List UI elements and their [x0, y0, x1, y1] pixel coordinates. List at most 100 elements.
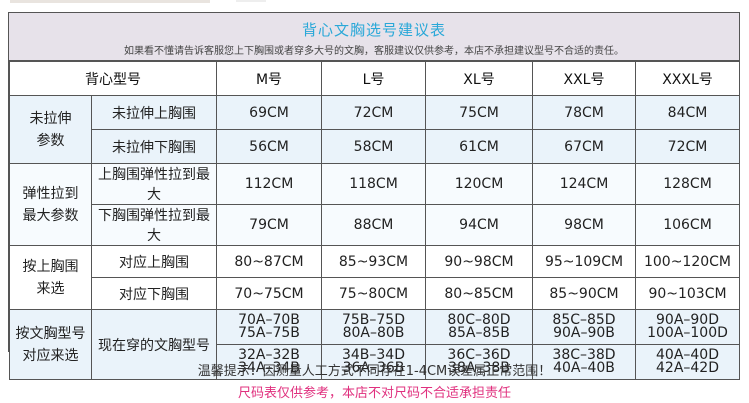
value-cell: 69CM	[216, 95, 322, 130]
row-label: 下胸围弹性拉到最大	[91, 204, 217, 246]
value-cell: 40A–40D 42A–42D	[635, 344, 740, 380]
group-label-line: 来选	[36, 280, 65, 297]
value-cell: 128CM	[635, 163, 740, 205]
value-cell: 90~103CM	[635, 277, 740, 310]
row-label: 对应上胸围	[91, 245, 217, 278]
value-cell: 75CM	[425, 95, 533, 130]
size-header: L号	[321, 61, 426, 96]
size-header: XXL号	[532, 61, 636, 96]
row-label: 上胸围弹性拉到最大	[91, 163, 217, 205]
value-cell: 75~80CM	[321, 277, 426, 310]
value-cell: 85~90CM	[532, 277, 636, 310]
value-cell: 80~87CM	[216, 245, 322, 278]
value-line: 90A–90B	[553, 325, 615, 341]
value-cell: 38C–38D 40A–40B	[532, 344, 636, 380]
value-cell: 124CM	[532, 163, 636, 205]
table-row: 按文胸型号 对应来选 现在穿的文胸型号 70A–70B 75A–75B 75B–7…	[9, 309, 740, 380]
value-line: 40A–40B	[553, 360, 615, 376]
row-label: 未拉伸下胸围	[91, 129, 217, 164]
group-label-line: 弹性拉到	[22, 185, 79, 202]
group-label: 弹性拉到 最大参数	[9, 163, 92, 246]
value-cell: 78CM	[532, 95, 636, 130]
table-row: 弹性拉到 最大参数 上胸围弹性拉到最大 112CM 118CM 120CM 12…	[9, 163, 740, 246]
tip-note: 温馨提示：因测量人工方式不同存在1-4CM误差属正常范围！	[197, 364, 552, 379]
value-cell: 90~98CM	[425, 245, 533, 278]
row-label: 未拉伸上胸围	[91, 95, 217, 130]
value-cell: 70~75CM	[216, 277, 322, 310]
group-label-line: 按文胸型号	[15, 325, 86, 342]
value-line: 42A–42D	[656, 360, 719, 376]
value-line: 34B–34D	[341, 347, 405, 363]
group-label-line: 参数	[36, 132, 65, 149]
table-row: 按上胸围 来选 对应上胸围 80~87CM 85~93CM 90~98CM 95…	[9, 245, 740, 310]
value-cell: 72CM	[321, 95, 426, 130]
top-decoration-2	[236, 0, 266, 2]
value-cell: 118CM	[321, 163, 426, 205]
size-header: M号	[216, 61, 322, 96]
value-line: 38C–38D	[552, 347, 616, 363]
disclaimer-note: 尺码表仅供参考，本店不对尺码不合适承担责任	[237, 386, 511, 401]
top-decoration	[10, 0, 210, 3]
value-cell: 112CM	[216, 163, 322, 205]
value-cell: 70A–70B 75A–75B	[216, 309, 322, 345]
group-label: 按文胸型号 对应来选	[9, 309, 92, 380]
size-header: XL号	[425, 61, 533, 96]
value-cell: 80C–80D 85A–85B	[425, 309, 533, 345]
value-line: 75A–75B	[238, 325, 300, 341]
group-label-line: 未拉伸	[29, 110, 72, 127]
value-cell: 120CM	[425, 163, 533, 205]
row-label: 现在穿的文胸型号	[91, 309, 217, 380]
group-label: 未拉伸 参数	[9, 95, 92, 164]
value-cell: 88CM	[321, 204, 426, 246]
value-line: 70A–70B	[238, 312, 300, 328]
chart-subtitle: 如果看不懂请告诉客服您上下胸围或者穿多大号的文胸，客服建议仅供参考，本店不承担建…	[124, 46, 624, 57]
value-cell: 75B–75D 80A–80B	[321, 309, 426, 345]
value-cell: 61CM	[425, 129, 533, 164]
table-row: 对应下胸围 70~75CM 75~80CM 80~85CM 85~90CM 90…	[9, 277, 740, 310]
value-cell: 56CM	[216, 129, 322, 164]
chart-title: 背心文胸选号建议表	[301, 21, 446, 39]
title-band: 背心文胸选号建议表 如果看不懂请告诉客服您上下胸围或者穿多大号的文胸，客服建议仅…	[9, 13, 739, 61]
value-cell: 67CM	[532, 129, 636, 164]
value-cell: 106CM	[635, 204, 740, 246]
value-cell: 98CM	[532, 204, 636, 246]
value-cell: 32A–32B 34A–34B	[216, 344, 322, 380]
group-label-line: 按上胸围	[22, 258, 79, 275]
value-cell: 84CM	[635, 95, 740, 130]
value-line: 85A–85B	[448, 325, 510, 341]
value-line: 85C–85D	[552, 312, 616, 328]
size-header: XXXL号	[635, 61, 740, 96]
value-cell: 94CM	[425, 204, 533, 246]
value-cell: 36C–36D 38A–38B	[425, 344, 533, 380]
table-row: 未拉伸 参数 未拉伸上胸围 69CM 72CM 75CM 78CM 84CM	[9, 95, 740, 164]
group-label-line: 对应来选	[22, 347, 79, 364]
value-line: 40A–40D	[656, 347, 719, 363]
group-label-line: 最大参数	[22, 207, 79, 224]
size-chart: 背心文胸选号建议表 如果看不懂请告诉客服您上下胸围或者穿多大号的文胸，客服建议仅…	[8, 12, 740, 380]
value-line: 80C–80D	[447, 312, 511, 328]
value-cell: 85C–85D 90A–90B	[532, 309, 636, 345]
header-row: 背心型号 M号 L号 XL号 XXL号 XXXL号	[9, 61, 740, 96]
top-strip	[0, 0, 749, 10]
group-label: 按上胸围 来选	[9, 245, 92, 310]
value-line: 34A–34B	[238, 360, 300, 376]
value-line: 90A–90D	[656, 312, 719, 328]
value-cell: 58CM	[321, 129, 426, 164]
value-line: 75B–75D	[341, 312, 405, 328]
value-cell: 80~85CM	[425, 277, 533, 310]
table-row: 下胸围弹性拉到最大 79CM 88CM 94CM 98CM 106CM	[9, 204, 740, 246]
value-line: 36C–36D	[447, 347, 511, 363]
value-line: 80A–80B	[342, 325, 405, 341]
value-line: 100A–100D	[647, 325, 728, 341]
size-table: 背心型号 M号 L号 XL号 XXL号 XXXL号 未拉伸 参数 未拉伸上胸围 …	[9, 61, 740, 380]
value-line: 32A–32B	[238, 347, 300, 363]
value-line: 36A–36B	[342, 360, 405, 376]
value-cell: 79CM	[216, 204, 322, 246]
corner-cell: 背心型号	[9, 61, 217, 96]
row-label: 对应下胸围	[91, 277, 217, 310]
value-cell: 100~120CM	[635, 245, 740, 278]
value-cell: 34B–34D 36A–36B	[321, 344, 426, 380]
table-row: 未拉伸下胸围 56CM 58CM 61CM 67CM 72CM	[9, 129, 740, 164]
value-line: 38A–38B	[448, 360, 510, 376]
value-cell: 85~93CM	[321, 245, 426, 278]
